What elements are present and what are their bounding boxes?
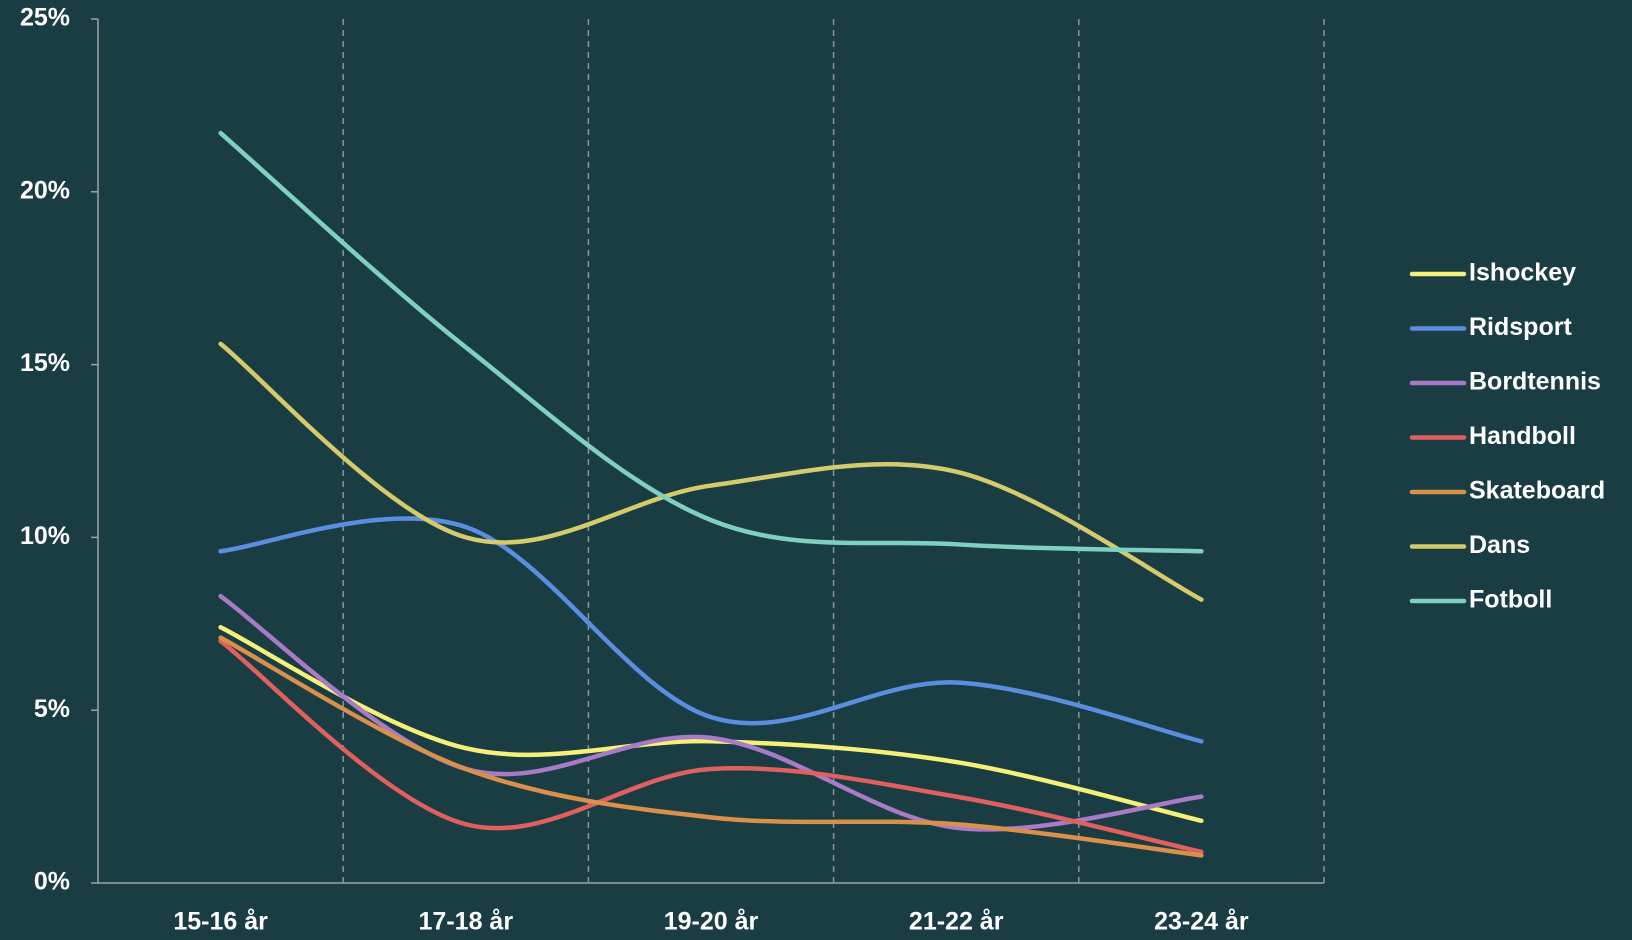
- legend-label: Handboll: [1469, 422, 1576, 450]
- legend-label: Ishockey: [1469, 259, 1576, 287]
- y-tick-label: 0%: [34, 868, 70, 896]
- y-tick-label: 25%: [20, 4, 70, 32]
- legend-label: Dans: [1469, 531, 1530, 559]
- series-line: [218, 635, 1204, 858]
- series-line: [218, 516, 1204, 744]
- x-tick-label: 21-22 år: [909, 908, 1004, 936]
- y-tick-label: 10%: [20, 522, 70, 550]
- series-line: [218, 638, 1204, 855]
- legend-label: Fotboll: [1469, 586, 1552, 614]
- legend-label: Ridsport: [1469, 313, 1572, 341]
- x-tick-label: 23-24 år: [1154, 908, 1249, 936]
- y-tick-label: 5%: [34, 695, 70, 723]
- x-tick-label: 15-16 år: [173, 908, 268, 936]
- series-line: [218, 625, 1204, 824]
- series-line: [218, 593, 1204, 832]
- legend-label: Bordtennis: [1469, 368, 1601, 396]
- series-line: [218, 130, 1204, 554]
- series-line: [218, 341, 1204, 602]
- legend-label: Skateboard: [1469, 477, 1605, 505]
- x-tick-label: 17-18 år: [419, 908, 514, 936]
- y-tick-label: 15%: [20, 349, 70, 377]
- x-tick-label: 19-20 år: [664, 908, 759, 936]
- y-tick-label: 20%: [20, 176, 70, 204]
